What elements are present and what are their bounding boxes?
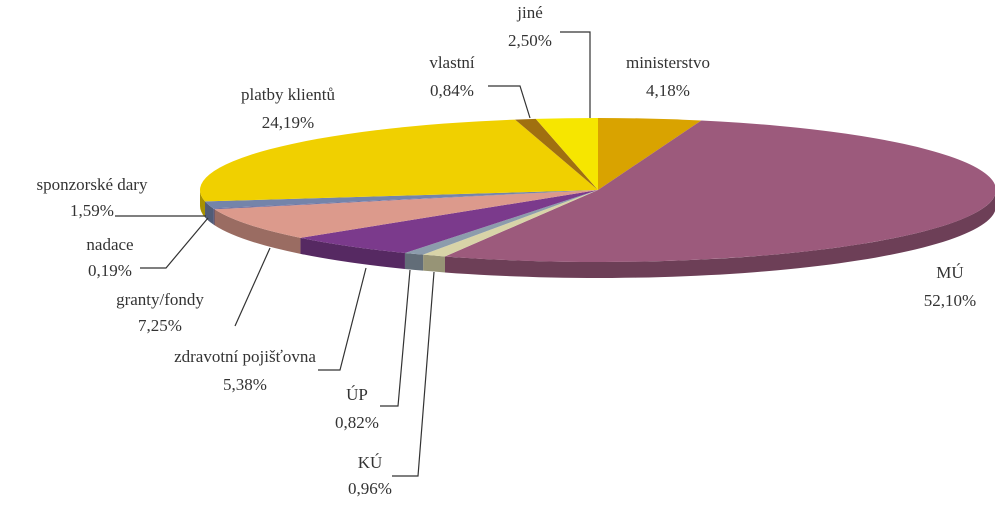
pie-slice (444, 120, 995, 262)
pie-slice (404, 190, 598, 255)
leader-line (488, 85, 531, 119)
slice-label: vlastní (429, 53, 475, 72)
pie-side (213, 208, 215, 226)
leader-line (560, 31, 591, 118)
slice-label: ÚP (346, 385, 368, 404)
slice-label: sponzorské dary (37, 175, 148, 194)
pie-slice (515, 118, 598, 190)
value-label: 24,19% (262, 113, 314, 132)
slice-label: jiné (516, 3, 543, 22)
leader-line (140, 217, 209, 269)
value-label: 5,38% (223, 375, 267, 394)
pie-slice (205, 190, 598, 209)
slice-label: KÚ (358, 453, 383, 472)
pie-slice (300, 190, 598, 253)
slice-label: MÚ (936, 263, 963, 282)
pie-slice (535, 118, 598, 190)
leader-line (318, 267, 367, 371)
leader-line (234, 247, 271, 327)
value-label: 1,59% (70, 201, 114, 220)
leader-line (392, 271, 435, 477)
slice-label: platby klientů (241, 85, 335, 104)
slice-label: granty/fondy (116, 290, 204, 309)
value-label: 7,25% (138, 316, 182, 335)
value-label: 0,19% (88, 261, 132, 280)
pie-slice (598, 118, 702, 190)
pie-side (200, 190, 206, 218)
pie-slice (423, 190, 598, 257)
value-label: 4,18% (646, 81, 690, 100)
pie-slice (199, 119, 598, 202)
pie-side (404, 252, 424, 271)
value-label: 0,96% (348, 479, 392, 498)
value-label: 0,82% (335, 413, 379, 432)
value-label: 2,50% (508, 31, 552, 50)
pie-side (444, 194, 995, 278)
pie-side (214, 209, 301, 254)
pie-slice (214, 190, 598, 238)
leader-line (380, 269, 411, 407)
slice-label: zdravotní pojišťovna (174, 347, 316, 366)
pie-slice (213, 190, 598, 210)
pie-side (423, 254, 445, 273)
value-label: 0,84% (430, 81, 474, 100)
pie-side (300, 237, 405, 269)
slice-label: nadace (86, 235, 133, 254)
value-label: 52,10% (924, 291, 976, 310)
slice-label: ministerstvo (626, 53, 710, 72)
